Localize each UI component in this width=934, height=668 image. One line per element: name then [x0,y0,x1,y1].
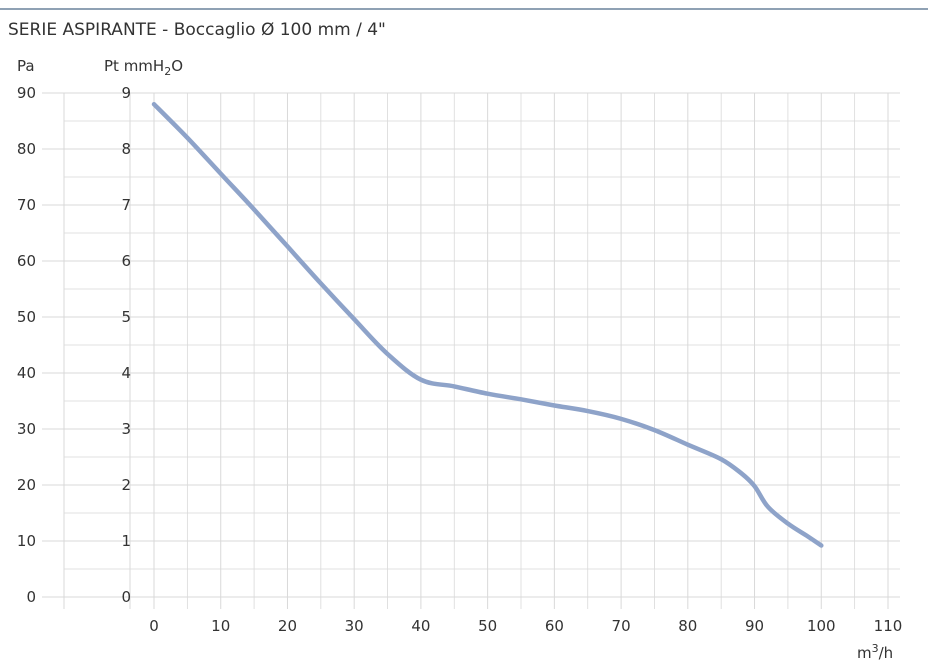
mmh2o-tick-label: 9 [121,84,131,102]
mmh2o-tick-label: 0 [121,588,131,606]
flow-axis-label: m3/h [857,642,893,662]
flow-tick-label: 60 [545,617,564,635]
flow-tick-labels: 0 10 20 30 40 50 60 70 80 90 100 110 [149,617,902,635]
chart-title: SERIE ASPIRANTE - Boccaglio Ø 100 mm / 4… [8,20,386,40]
flow-tick-label: 90 [745,617,764,635]
mmh2o-tick-labels: 0 1 2 3 4 5 6 7 8 9 [121,84,131,606]
flow-tick-label: 80 [678,617,697,635]
mmh2o-tick-label: 1 [121,532,131,550]
flow-tick-label: 30 [345,617,364,635]
pa-tick-label: 90 [17,84,36,102]
mmh2o-tick-label: 2 [121,476,131,494]
flow-tick-label: 10 [211,617,230,635]
flow-tick-label: 0 [149,617,159,635]
pa-tick-label: 50 [17,308,36,326]
pa-tick-label: 0 [26,588,36,606]
mmh2o-tick-label: 7 [121,196,131,214]
mmh2o-tick-label: 6 [121,252,131,270]
flow-tick-label: 110 [874,617,903,635]
mmh2o-tick-label: 4 [121,364,131,382]
pa-tick-label: 20 [17,476,36,494]
pa-tick-labels: 0 10 20 30 40 50 60 70 80 90 [17,84,36,606]
mmh2o-axis-label: Pt mmH2O [104,57,183,78]
mmh2o-tick-label: 3 [121,420,131,438]
flow-tick-label: 40 [411,617,430,635]
pa-tick-label: 80 [17,140,36,158]
mmh2o-tick-label: 5 [121,308,131,326]
flow-tick-label: 20 [278,617,297,635]
mmh2o-tick-label: 8 [121,140,131,158]
grid [42,92,900,609]
flow-tick-label: 70 [612,617,631,635]
pa-axis-label: Pa [17,57,35,75]
pa-tick-label: 10 [17,532,36,550]
pa-tick-label: 40 [17,364,36,382]
pa-tick-label: 30 [17,420,36,438]
flow-tick-label: 100 [807,617,836,635]
pa-tick-label: 60 [17,252,36,270]
pa-tick-label: 70 [17,196,36,214]
flow-tick-label: 50 [478,617,497,635]
performance-curve [151,101,824,548]
